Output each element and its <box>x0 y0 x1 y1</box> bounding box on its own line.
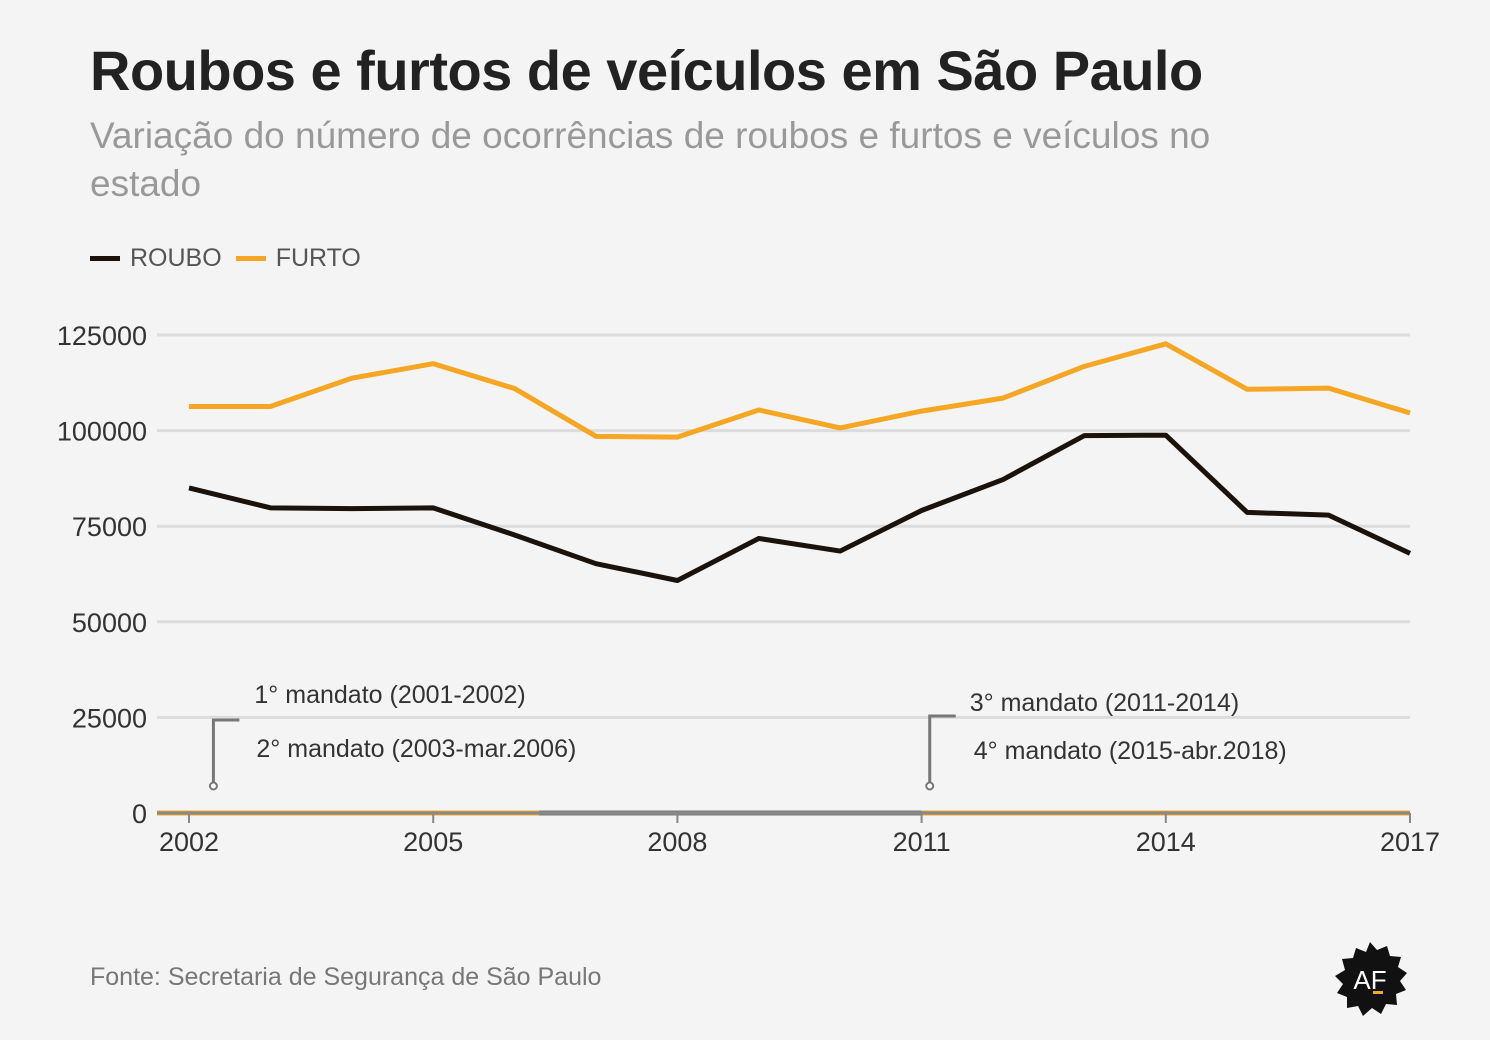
y-tick-label: 50000 <box>72 608 147 638</box>
legend-item-roubo: ROUBO <box>90 244 222 273</box>
logo-badge <box>1335 942 1407 1016</box>
chart-subtitle: Variação do número de ocorrências de rou… <box>90 115 1211 204</box>
y-tick-label: 125000 <box>57 321 147 351</box>
legend-label-roubo: ROUBO <box>130 244 222 272</box>
x-tick-label: 2011 <box>893 827 951 857</box>
legend-swatch-furto <box>235 256 266 261</box>
y-tick-label: 75000 <box>72 512 147 542</box>
y-tick-label: 25000 <box>72 703 147 733</box>
x-tick-label: 2002 <box>159 827 219 857</box>
legend-swatch-roubo <box>90 256 120 261</box>
annotation-bracket <box>211 718 240 784</box>
annotation-label-bottom: 2° mandato (2003-mar.2006) <box>256 735 576 763</box>
y-tick-label: 0 <box>132 799 147 829</box>
legend-item-furto: FURTO <box>235 244 361 273</box>
source-note: Fonte: Secretaria de Segurança de São Pa… <box>90 963 602 991</box>
x-tick-label: 2014 <box>1136 827 1196 857</box>
legend-label-furto: FURTO <box>275 244 361 272</box>
x-tick-label: 2017 <box>1380 827 1440 857</box>
series-line-furto <box>189 341 1411 440</box>
annotation-label-top: 3° mandato (2011-2014) <box>970 689 1239 717</box>
annotation-label-top: 1° mandato (2001-2002) <box>254 681 525 709</box>
series-lines <box>188 341 1412 584</box>
annotation-label-bottom: 4° mandato (2015-abr.2018) <box>974 737 1287 765</box>
series-line-roubo <box>188 432 1412 584</box>
chart-legend: ROUBO FURTO <box>90 244 375 273</box>
chart-title: Roubos e furtos de veículos em São Paulo <box>90 39 1203 102</box>
y-tick-label: 100000 <box>57 417 147 447</box>
gridlines <box>157 333 1410 719</box>
term-annotations: 1° mandato (2001-2002) 2° mandato (2003-m… <box>208 681 1287 791</box>
annotation-bracket <box>928 714 956 784</box>
x-axis: 2002 2005 2008 2011 2014 2017 <box>157 811 1440 857</box>
x-tick-label: 2005 <box>403 827 463 857</box>
annotation-marker <box>925 781 935 791</box>
annotation-marker <box>208 781 218 791</box>
af-logo: AF <box>1335 942 1407 1016</box>
x-tick-label: 2008 <box>647 827 707 857</box>
logo-text: AF <box>1353 965 1386 995</box>
logo-accent <box>1373 991 1383 994</box>
y-axis: 0 25000 50000 75000 100000 125000 <box>57 321 147 829</box>
